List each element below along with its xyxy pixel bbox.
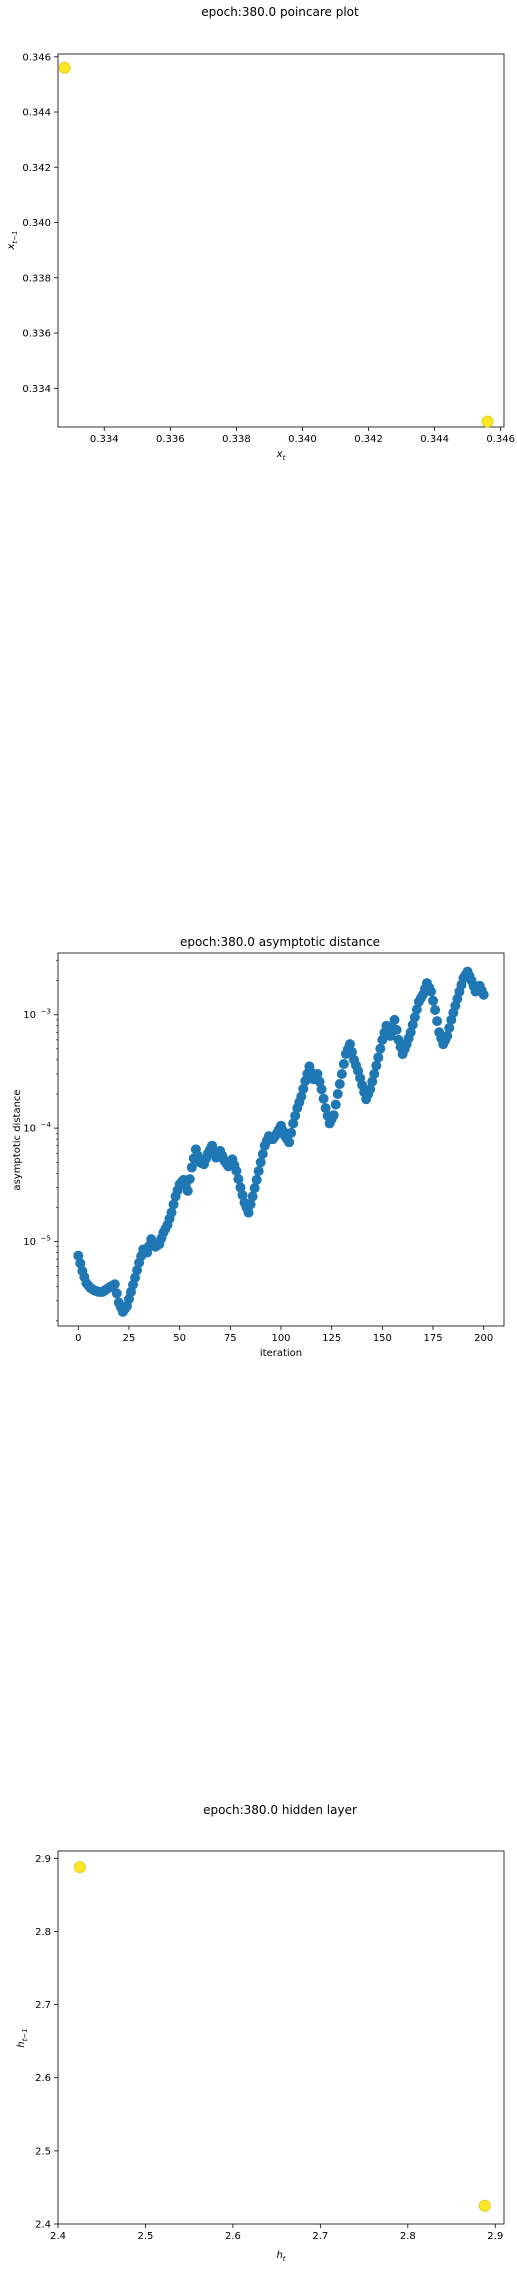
data-point — [430, 1005, 440, 1015]
poincare-plot-frame — [58, 54, 504, 427]
data-point — [329, 1110, 339, 1120]
y-tick-label: 2.6 — [35, 2073, 51, 2084]
data-point — [250, 1183, 260, 1193]
y-tick-exponent: −4 — [41, 1121, 52, 1129]
y-tick-label: 0.344 — [22, 108, 51, 119]
poincare-plot: epoch:380.0 poincare plot 0.334 0.336 0.33… — [6, 5, 515, 462]
poincare-plot-ylabel: xt−1 — [6, 231, 19, 251]
x-tick-label: 175 — [423, 1333, 442, 1344]
y-tick-exponent: −5 — [41, 1235, 51, 1243]
data-point — [375, 1044, 385, 1054]
x-tick-label: 125 — [322, 1333, 341, 1344]
y-tick-label: 0.340 — [22, 218, 51, 229]
data-point — [317, 1084, 327, 1094]
x-tick-label: 100 — [271, 1333, 290, 1344]
x-tick-label: 2.6 — [225, 2231, 241, 2242]
data-point — [335, 1079, 345, 1089]
x-tick-label: 0.342 — [354, 434, 383, 445]
x-tick-label: 0.346 — [486, 434, 515, 445]
y-tick-label: 0.334 — [22, 384, 51, 395]
y-tick-label: 10 — [23, 1010, 36, 1021]
data-point — [183, 1186, 193, 1196]
data-point — [390, 1015, 400, 1025]
x-tick-label: 2.7 — [312, 2231, 328, 2242]
data-point — [337, 1069, 347, 1079]
data-point — [74, 1862, 85, 1873]
data-point — [479, 2200, 490, 2211]
asymptotic-distance-ylabel: asymptotic distance — [12, 1089, 23, 1190]
x-tick-label: 2.8 — [400, 2231, 416, 2242]
y-tick-label: 0.338 — [22, 273, 51, 284]
data-point — [339, 1059, 349, 1069]
hidden-layer-ylabel: ht−1 — [16, 2028, 29, 2047]
data-point — [284, 1137, 294, 1147]
x-tick-label: 0 — [75, 1333, 81, 1344]
data-point — [482, 416, 493, 427]
data-point — [256, 1157, 266, 1167]
x-tick-label: 75 — [224, 1333, 237, 1344]
y-tick-label: 10 — [23, 1124, 36, 1135]
y-tick-label: 0.342 — [22, 163, 51, 174]
data-point — [233, 1174, 243, 1184]
x-tick-label: 0.338 — [222, 434, 251, 445]
hidden-layer-plot: epoch:380.0 hidden layer 2.4 2.5 2.6 2.7 2.8… — [16, 1803, 504, 2263]
data-point — [331, 1100, 341, 1110]
data-point — [432, 1016, 442, 1026]
data-point — [254, 1166, 264, 1176]
y-tick-label: 2.8 — [35, 1927, 51, 1938]
x-tick-label: 0.336 — [156, 434, 185, 445]
y-tick-label: 0.346 — [22, 52, 51, 63]
asymptotic-distance-title: epoch:380.0 asymptotic distance — [180, 935, 380, 949]
data-point — [110, 1279, 120, 1289]
data-point — [333, 1089, 343, 1099]
poincare-plot-title: epoch:380.0 poincare plot — [201, 5, 359, 19]
y-tick-label: 2.9 — [35, 1854, 51, 1865]
data-point — [392, 1025, 402, 1035]
data-point — [185, 1174, 195, 1184]
data-point — [59, 62, 70, 73]
data-point — [252, 1175, 262, 1185]
x-tick-label: 50 — [173, 1333, 186, 1344]
x-tick-label: 150 — [373, 1333, 392, 1344]
x-tick-label: 2.4 — [50, 2231, 66, 2242]
data-point — [428, 996, 438, 1006]
y-tick-label: 2.7 — [35, 2000, 51, 2011]
x-tick-label: 25 — [123, 1333, 136, 1344]
x-tick-label: 0.340 — [288, 434, 317, 445]
y-tick-exponent: −3 — [41, 1008, 51, 1016]
x-tick-label: 2.9 — [487, 2231, 503, 2242]
data-point — [426, 987, 436, 997]
data-point — [369, 1069, 379, 1079]
data-point — [479, 990, 489, 1000]
x-tick-label: 0.334 — [90, 434, 119, 445]
x-tick-label: 2.5 — [137, 2231, 153, 2242]
data-point — [112, 1288, 122, 1298]
data-point — [231, 1166, 241, 1176]
y-tick-label: 2.5 — [35, 2146, 51, 2157]
hidden-layer-xlabel: ht — [276, 2250, 285, 2263]
data-point — [371, 1061, 381, 1071]
y-tick-label: 0.336 — [22, 329, 51, 340]
y-tick-label: 2.4 — [35, 2220, 51, 2231]
poincare-plot-xlabel: xt — [276, 449, 286, 462]
data-point — [248, 1191, 258, 1201]
data-point — [258, 1149, 268, 1159]
hidden-layer-frame — [58, 1851, 504, 2224]
data-point — [319, 1094, 329, 1104]
x-tick-label: 200 — [474, 1333, 493, 1344]
y-tick-label: 10 — [23, 1237, 36, 1248]
data-point — [286, 1128, 296, 1138]
data-point — [373, 1052, 383, 1062]
asymptotic-distance-plot: epoch:380.0 asymptotic distance 0 25 50 75 1… — [12, 935, 504, 1359]
asymptotic-distance-xlabel: iteration — [260, 1348, 302, 1359]
hidden-layer-title: epoch:380.0 hidden layer — [203, 1803, 357, 1817]
x-tick-label: 0.344 — [420, 434, 449, 445]
